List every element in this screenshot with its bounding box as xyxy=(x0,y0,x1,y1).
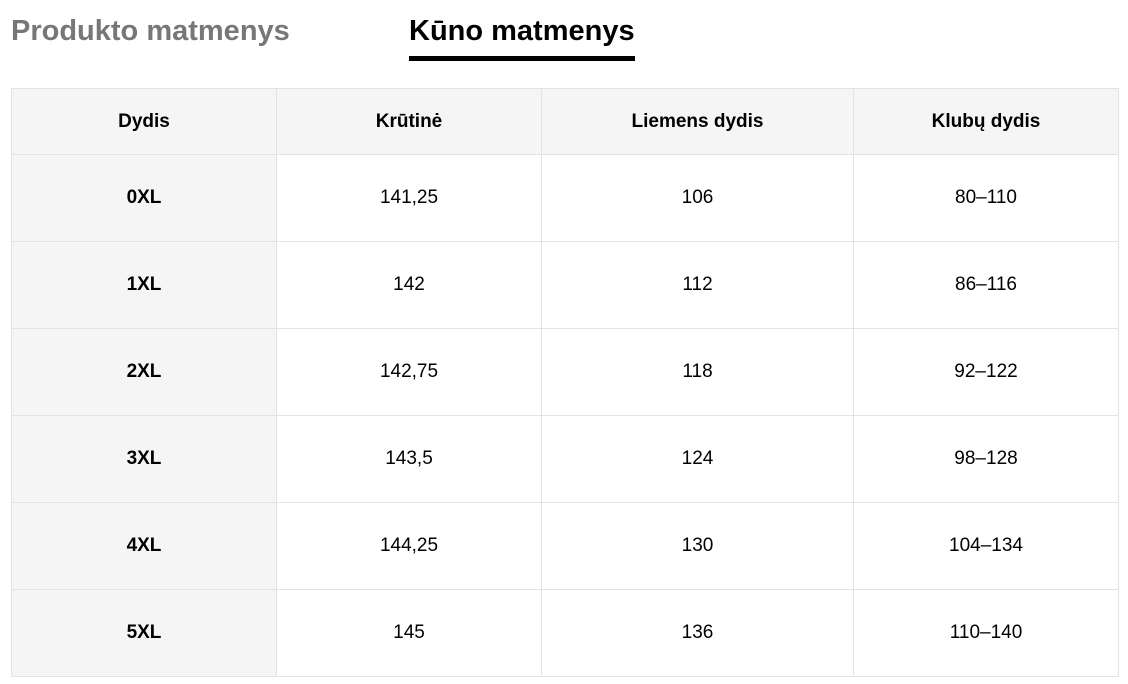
cell-waist: 118 xyxy=(541,328,854,416)
table-row: 0XL 141,25 106 80–110 xyxy=(11,154,1119,242)
tab-body-dimensions[interactable]: Kūno matmenys xyxy=(409,12,635,61)
size-table: Dydis Krūtinė Liemens dydis Klubų dydis … xyxy=(11,88,1119,677)
header-chest: Krūtinė xyxy=(276,88,542,155)
cell-hips: 98–128 xyxy=(853,415,1119,503)
cell-waist: 124 xyxy=(541,415,854,503)
tab-product-dimensions[interactable]: Produkto matmenys xyxy=(11,15,290,47)
cell-size: 3XL xyxy=(11,415,277,503)
cell-hips: 110–140 xyxy=(853,589,1119,677)
table-row: 1XL 142 112 86–116 xyxy=(11,241,1119,329)
cell-chest: 144,25 xyxy=(276,502,542,590)
cell-waist: 136 xyxy=(541,589,854,677)
cell-waist: 106 xyxy=(541,154,854,242)
cell-chest: 142,75 xyxy=(276,328,542,416)
header-hips: Klubų dydis xyxy=(853,88,1119,155)
table-header-row: Dydis Krūtinė Liemens dydis Klubų dydis xyxy=(11,88,1119,155)
table-row: 5XL 145 136 110–140 xyxy=(11,589,1119,677)
cell-hips: 86–116 xyxy=(853,241,1119,329)
cell-chest: 143,5 xyxy=(276,415,542,503)
cell-size: 4XL xyxy=(11,502,277,590)
cell-hips: 92–122 xyxy=(853,328,1119,416)
cell-chest: 145 xyxy=(276,589,542,677)
cell-waist: 112 xyxy=(541,241,854,329)
cell-hips: 104–134 xyxy=(853,502,1119,590)
cell-size: 0XL xyxy=(11,154,277,242)
table-row: 3XL 143,5 124 98–128 xyxy=(11,415,1119,503)
cell-size: 2XL xyxy=(11,328,277,416)
table-row: 4XL 144,25 130 104–134 xyxy=(11,502,1119,590)
header-waist: Liemens dydis xyxy=(541,88,854,155)
cell-chest: 142 xyxy=(276,241,542,329)
cell-chest: 141,25 xyxy=(276,154,542,242)
cell-size: 5XL xyxy=(11,589,277,677)
cell-size: 1XL xyxy=(11,241,277,329)
cell-hips: 80–110 xyxy=(853,154,1119,242)
header-size: Dydis xyxy=(11,88,277,155)
table-row: 2XL 142,75 118 92–122 xyxy=(11,328,1119,416)
cell-waist: 130 xyxy=(541,502,854,590)
